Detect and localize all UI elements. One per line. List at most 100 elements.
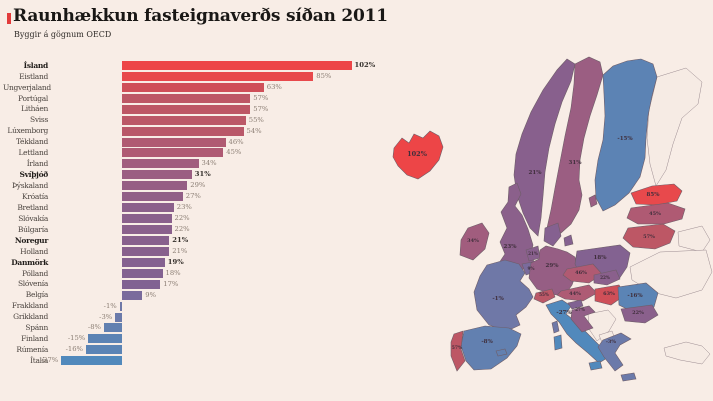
map-label-czech: 46% — [575, 270, 587, 276]
value-label: 46% — [228, 137, 244, 146]
value-bar[interactable] — [115, 312, 122, 322]
value-bar[interactable] — [122, 246, 170, 256]
bar-track: 34% — [48, 159, 363, 169]
map-island-balearics[interactable] — [495, 348, 508, 357]
country-label: Slóvakía — [18, 213, 48, 223]
country-label: Slóvenía — [17, 279, 48, 289]
value-bar[interactable] — [122, 225, 172, 235]
value-bar[interactable] — [122, 137, 226, 147]
value-bar[interactable] — [122, 148, 224, 158]
value-bar[interactable] — [122, 82, 264, 92]
map-island-zealand[interactable] — [563, 234, 574, 247]
country-label: Belgía — [25, 290, 49, 300]
value-label: 54% — [246, 126, 262, 135]
map-label-belgium: 9% — [528, 266, 535, 271]
map-country-finland[interactable] — [594, 58, 658, 212]
country-label: Ítalía — [30, 356, 48, 366]
bar-track: 85% — [48, 71, 363, 81]
bar-track: 27% — [48, 192, 363, 202]
map-country-hungary[interactable] — [594, 284, 626, 306]
value-bar[interactable] — [122, 268, 163, 278]
value-bar[interactable] — [122, 181, 188, 191]
map-label-norway: 21% — [529, 170, 543, 176]
country-label: Pólland — [21, 268, 48, 278]
value-label: 45% — [226, 148, 242, 157]
value-bar[interactable] — [86, 345, 122, 355]
map-island-crete[interactable] — [620, 372, 637, 382]
value-label: 57% — [253, 93, 269, 102]
bar-track: 22% — [48, 225, 363, 235]
map-country-latvia[interactable] — [626, 202, 686, 225]
map-label-portugal: 57% — [452, 345, 463, 351]
value-bar[interactable] — [88, 334, 122, 344]
bar-row: Sviss 55% — [3, 115, 363, 126]
map-outline-turkey — [663, 341, 711, 365]
map-country-czech[interactable] — [562, 263, 603, 284]
map-country-iceland[interactable] — [392, 130, 444, 180]
map-country-austria[interactable] — [556, 284, 598, 302]
country-label: Danmörk — [11, 257, 48, 267]
country-label: Rúmenía — [16, 345, 48, 355]
value-bar[interactable] — [122, 71, 314, 81]
bar-track: 29% — [48, 181, 363, 191]
map-country-greece[interactable] — [597, 332, 632, 372]
map-outline-belarus — [677, 225, 711, 253]
bar-track: 102% — [48, 60, 375, 70]
value-bar[interactable] — [122, 60, 352, 70]
map-label-sweden: 31% — [569, 160, 583, 166]
value-bar[interactable] — [122, 159, 199, 169]
country-label: Noregur — [14, 235, 48, 245]
map-island-gotland[interactable] — [588, 194, 598, 208]
map-country-france[interactable] — [473, 259, 534, 332]
value-bar[interactable] — [122, 279, 161, 289]
bar-track: -16% — [48, 345, 363, 355]
country-label: Ísland — [23, 60, 49, 70]
value-bar[interactable] — [122, 192, 183, 202]
bar-track: 57% — [48, 104, 363, 114]
value-label: 27% — [185, 192, 201, 201]
map-country-slovakia[interactable] — [593, 269, 621, 286]
map-country-lithuania[interactable] — [622, 223, 676, 250]
country-label: Bretland — [17, 202, 48, 212]
bar-track: 21% — [48, 246, 363, 256]
value-label: 22% — [174, 214, 190, 223]
map-island-sardinia[interactable] — [553, 334, 563, 351]
map-country-portugal[interactable] — [450, 330, 466, 372]
map-country-estonia[interactable] — [630, 183, 683, 206]
bar-track: 18% — [48, 268, 363, 278]
value-bar[interactable] — [104, 323, 122, 333]
map-island-sicily[interactable] — [588, 360, 603, 371]
map-country-denmark[interactable] — [543, 222, 562, 247]
value-label: 102% — [354, 60, 376, 69]
value-bar[interactable] — [122, 104, 251, 114]
bar-track: 57% — [48, 93, 363, 103]
map-label-bulgaria: 22% — [632, 310, 644, 316]
value-label: -1% — [103, 301, 117, 310]
value-bar[interactable] — [122, 214, 172, 224]
value-bar[interactable] — [122, 290, 143, 300]
map-country-croatia[interactable] — [570, 305, 596, 333]
value-bar[interactable] — [61, 356, 122, 366]
value-bar[interactable] — [122, 235, 170, 245]
bar-row: Ungverjaland 63% — [3, 82, 363, 93]
map-country-slovenia[interactable] — [567, 299, 584, 310]
value-bar[interactable] — [122, 126, 244, 136]
map-country-spain[interactable] — [460, 325, 522, 371]
value-bar[interactable] — [122, 115, 246, 125]
map-island-corsica[interactable] — [551, 320, 560, 334]
bar-row: Belgía 9% — [3, 290, 363, 301]
map-country-ireland[interactable] — [459, 222, 490, 261]
bar-row: Portúgal 57% — [3, 93, 363, 104]
value-bar[interactable] — [122, 170, 192, 180]
map-country-sweden[interactable] — [546, 56, 604, 239]
map-country-switzerland[interactable] — [533, 288, 556, 304]
value-bar[interactable] — [122, 203, 174, 213]
value-bar[interactable] — [119, 301, 122, 311]
bar-chart: Ísland 102% Eistland 85% Ungverjaland 63% Port… — [3, 60, 375, 366]
bar-track: 22% — [48, 214, 363, 224]
map-country-bulgaria[interactable] — [620, 304, 659, 324]
value-bar[interactable] — [122, 93, 251, 103]
value-bar[interactable] — [122, 257, 165, 267]
map-label-hungary: 63% — [603, 291, 615, 297]
value-label: 85% — [316, 71, 332, 80]
